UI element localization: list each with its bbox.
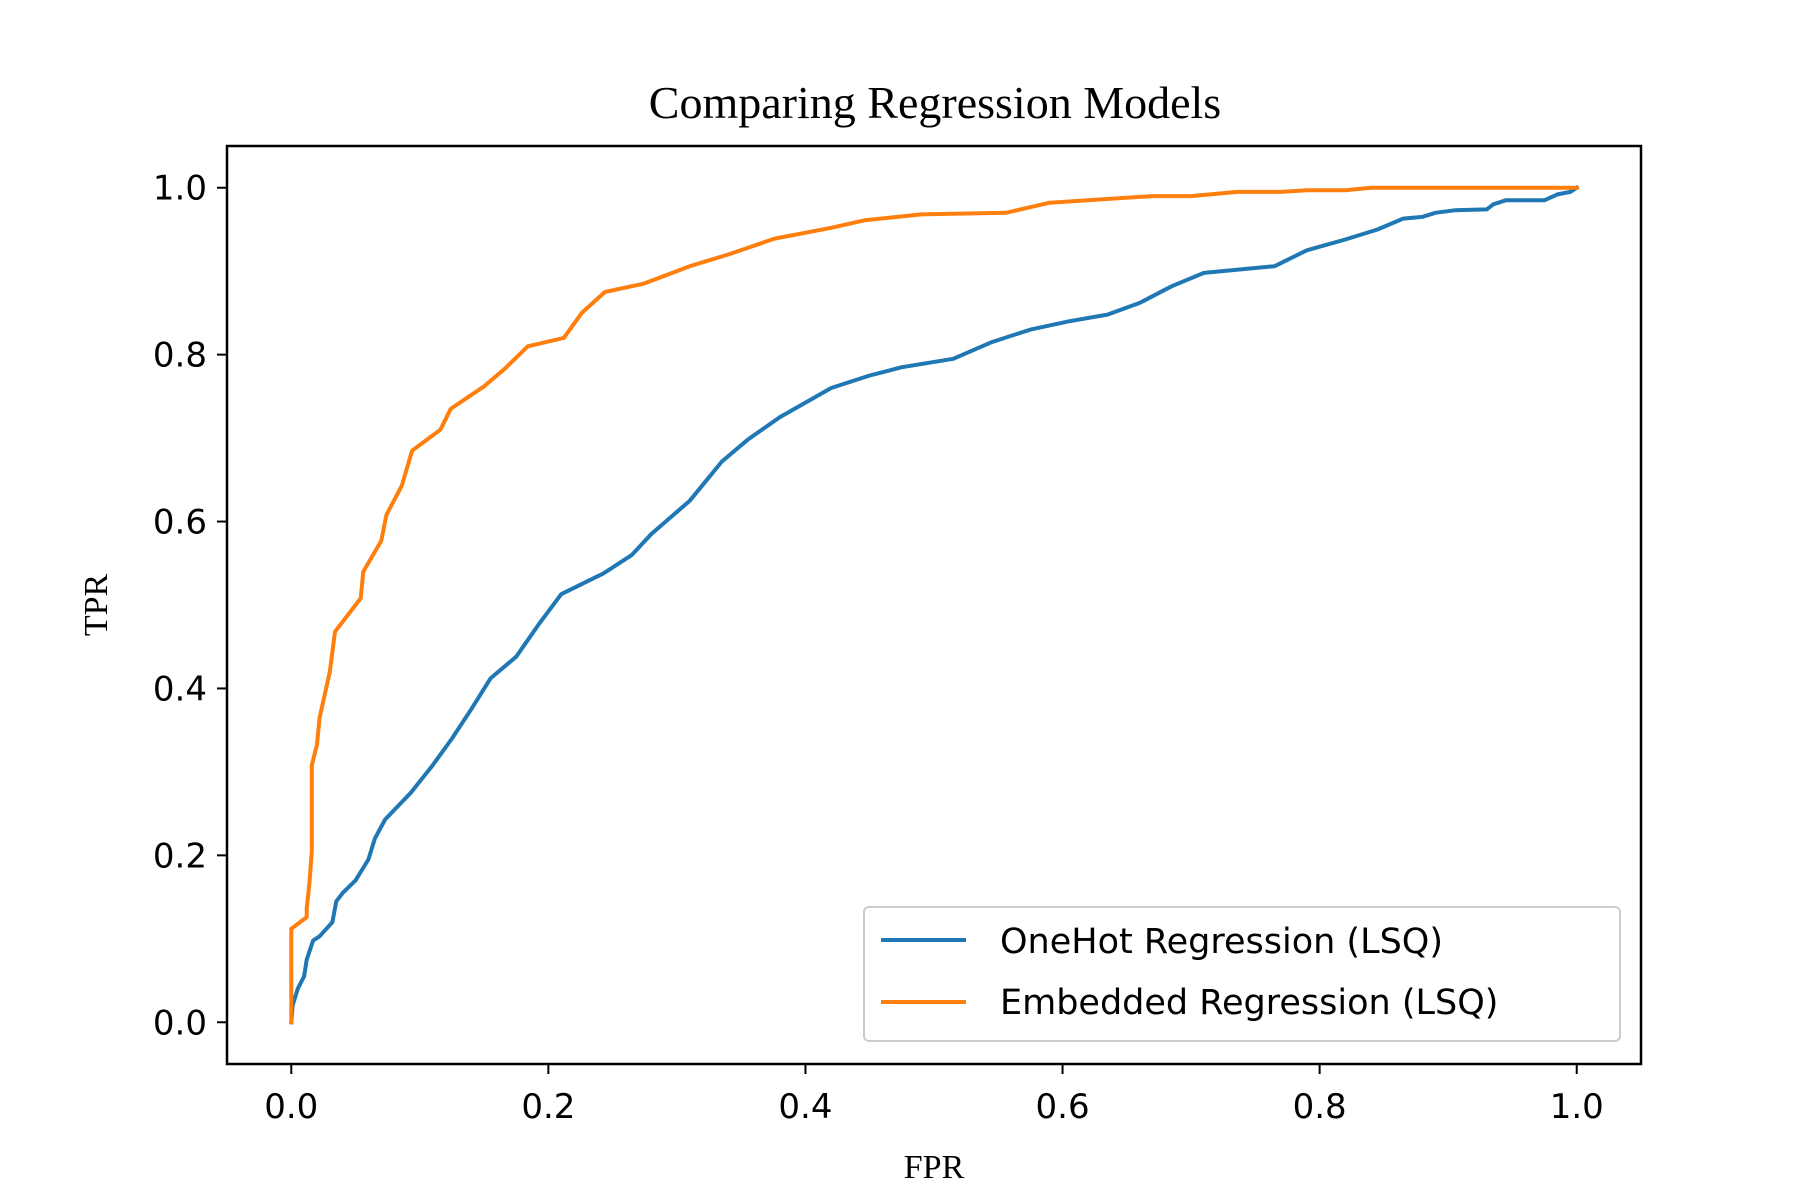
legend: OneHot Regression (LSQ) Embedded Regress… <box>863 906 1621 1042</box>
x-axis-label: FPR <box>904 1149 965 1186</box>
x-tick-label: 0.6 <box>1036 1087 1090 1127</box>
x-axis-ticks: 0.0 0.2 0.4 0.6 0.8 1.0 <box>264 1064 1604 1127</box>
series-lines <box>289 184 1580 1025</box>
legend-label-embedded: Embedded Regression (LSQ) <box>1000 983 1498 1023</box>
y-tick-label: 0.8 <box>153 336 207 376</box>
y-tick-label: 0.0 <box>153 1003 207 1043</box>
y-axis-ticks: 0.0 0.2 0.4 0.6 0.8 1.0 <box>153 169 227 1043</box>
x-tick-label: 0.8 <box>1293 1087 1347 1127</box>
x-tick-label: 0.4 <box>778 1087 832 1127</box>
series-line-embedded <box>289 185 1579 1025</box>
legend-box <box>863 906 1621 1042</box>
y-tick-label: 0.4 <box>153 669 207 709</box>
plot-frame <box>225 144 1643 1066</box>
chart-title: Comparing Regression Models <box>649 77 1221 128</box>
legend-label-onehot: OneHot Regression (LSQ) <box>1000 922 1443 962</box>
x-tick-label: 0.0 <box>264 1087 318 1127</box>
y-tick-label: 0.6 <box>153 503 207 543</box>
x-tick-label: 1.0 <box>1550 1087 1604 1127</box>
series-line-onehot <box>289 184 1580 1025</box>
y-tick-label: 1.0 <box>153 169 207 209</box>
y-tick-label: 0.2 <box>153 836 207 876</box>
y-axis-label: TPR <box>78 574 115 637</box>
x-tick-label: 0.2 <box>521 1087 575 1127</box>
